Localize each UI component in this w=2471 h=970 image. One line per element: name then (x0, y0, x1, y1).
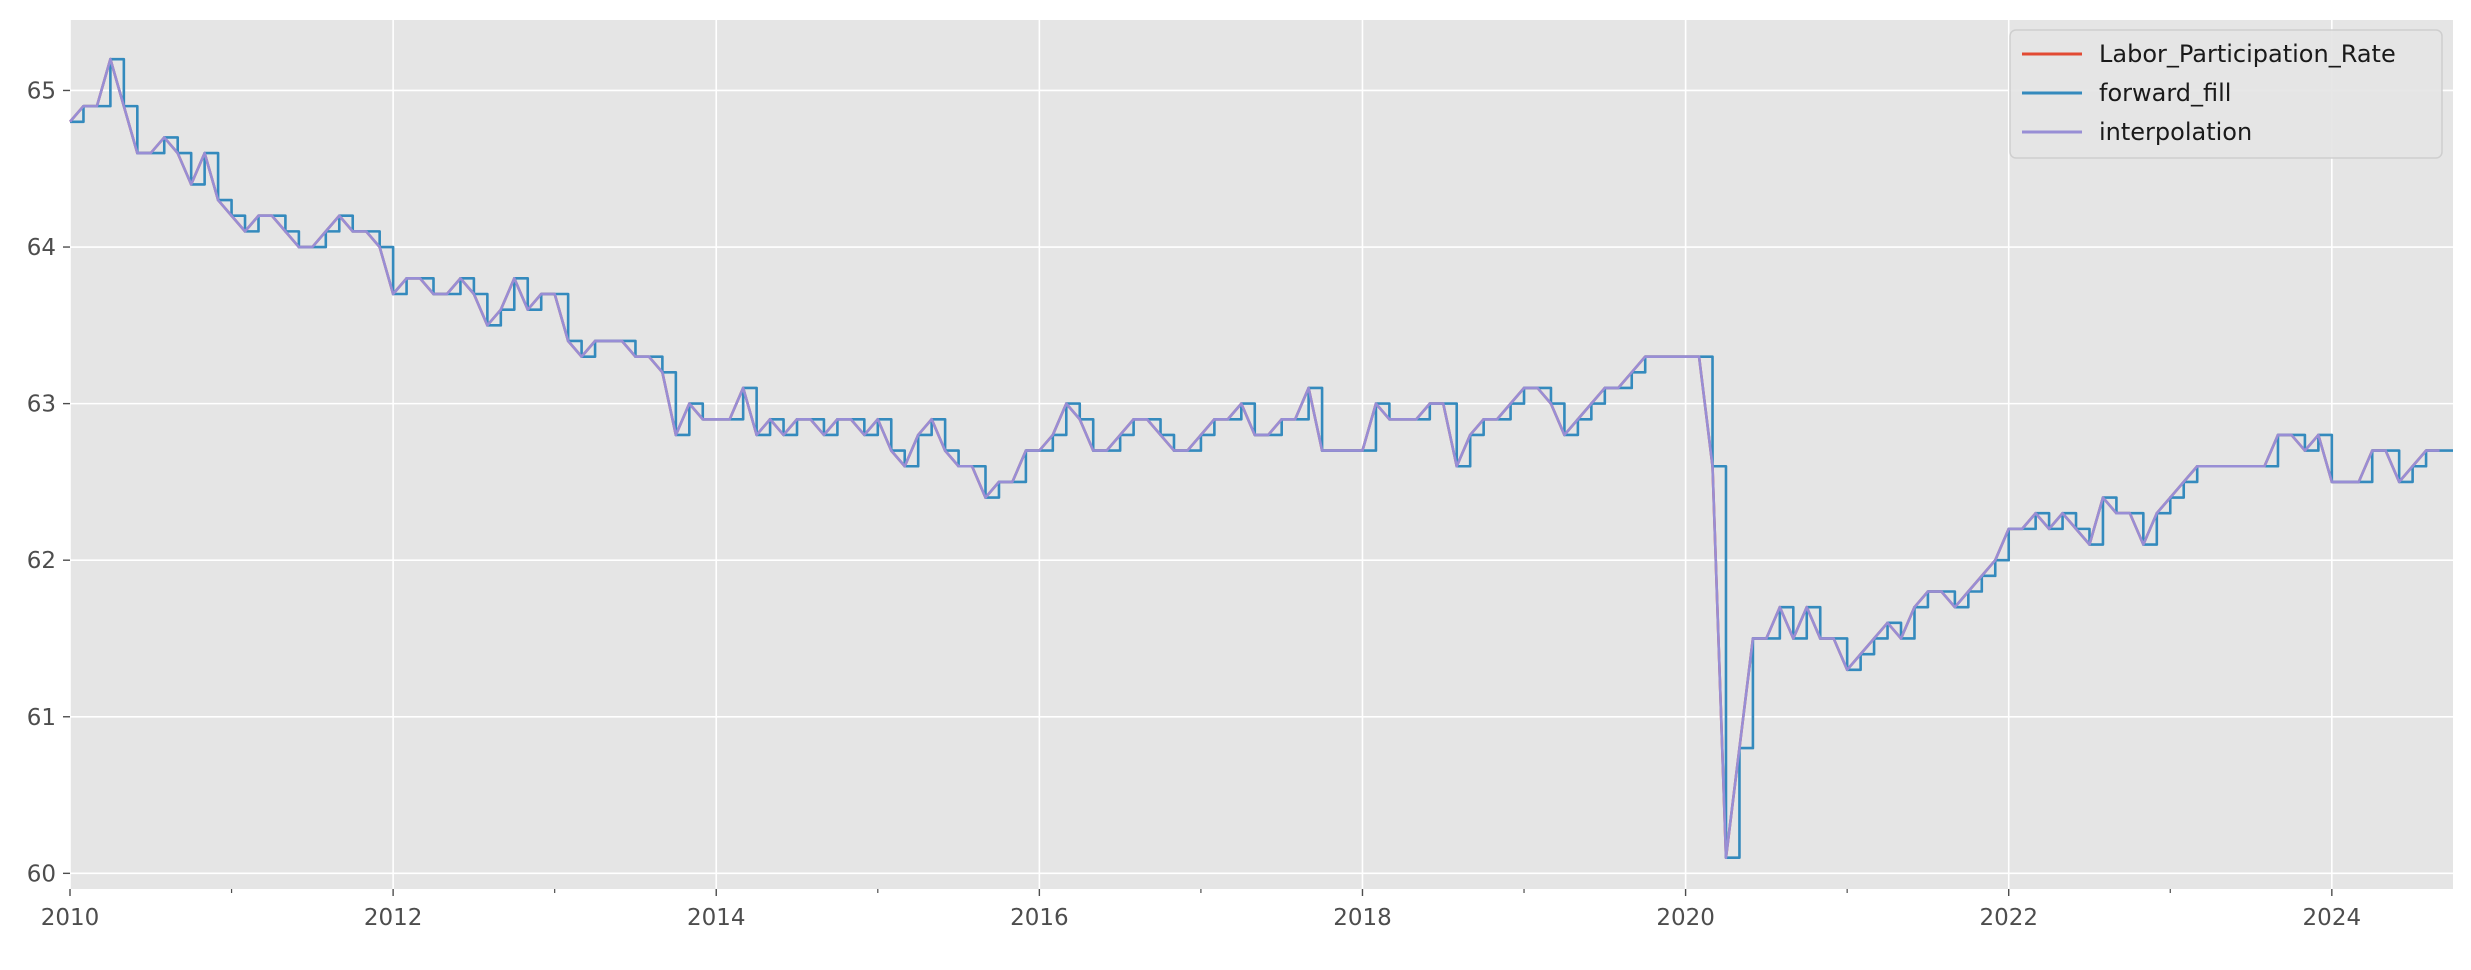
series-line-forward-fill (70, 57, 2453, 859)
y-tick-label: 62 (27, 548, 56, 574)
y-tick-label: 63 (27, 392, 56, 418)
legend-label-interpolation: interpolation (2099, 118, 2252, 146)
x-tick-label: 2024 (2303, 905, 2362, 931)
y-axis: 60 61 62 63 64 65 (27, 78, 70, 887)
series-layer (69, 57, 2453, 859)
y-tick-label: 61 (27, 705, 56, 731)
x-tick-label: 2022 (1979, 905, 2038, 931)
legend-box (2009, 29, 2443, 159)
x-tick-label: 2012 (364, 905, 423, 931)
x-tick-label: 2014 (687, 905, 746, 931)
x-tick-label: 2010 (41, 905, 100, 931)
x-axis: 2010 2012 2014 2016 2018 2020 2022 2024 (41, 889, 2361, 931)
x-tick-label: 2020 (1656, 905, 1715, 931)
grid-lines (69, 20, 2453, 889)
series-line-interpolation (69, 57, 2440, 859)
legend-label-labor-participation-rate: Labor_Participation_Rate (2099, 40, 2396, 68)
legend: Labor_Participation_Rate forward_fill in… (2009, 29, 2443, 159)
x-tick-label: 2018 (1333, 905, 1392, 931)
x-tick-label: 2016 (1010, 905, 1069, 931)
legend-label-forward-fill: forward_fill (2099, 79, 2231, 107)
plot-background (70, 20, 2453, 889)
y-tick-label: 65 (27, 78, 56, 104)
y-tick-label: 64 (27, 235, 56, 261)
y-tick-label: 60 (27, 861, 56, 887)
